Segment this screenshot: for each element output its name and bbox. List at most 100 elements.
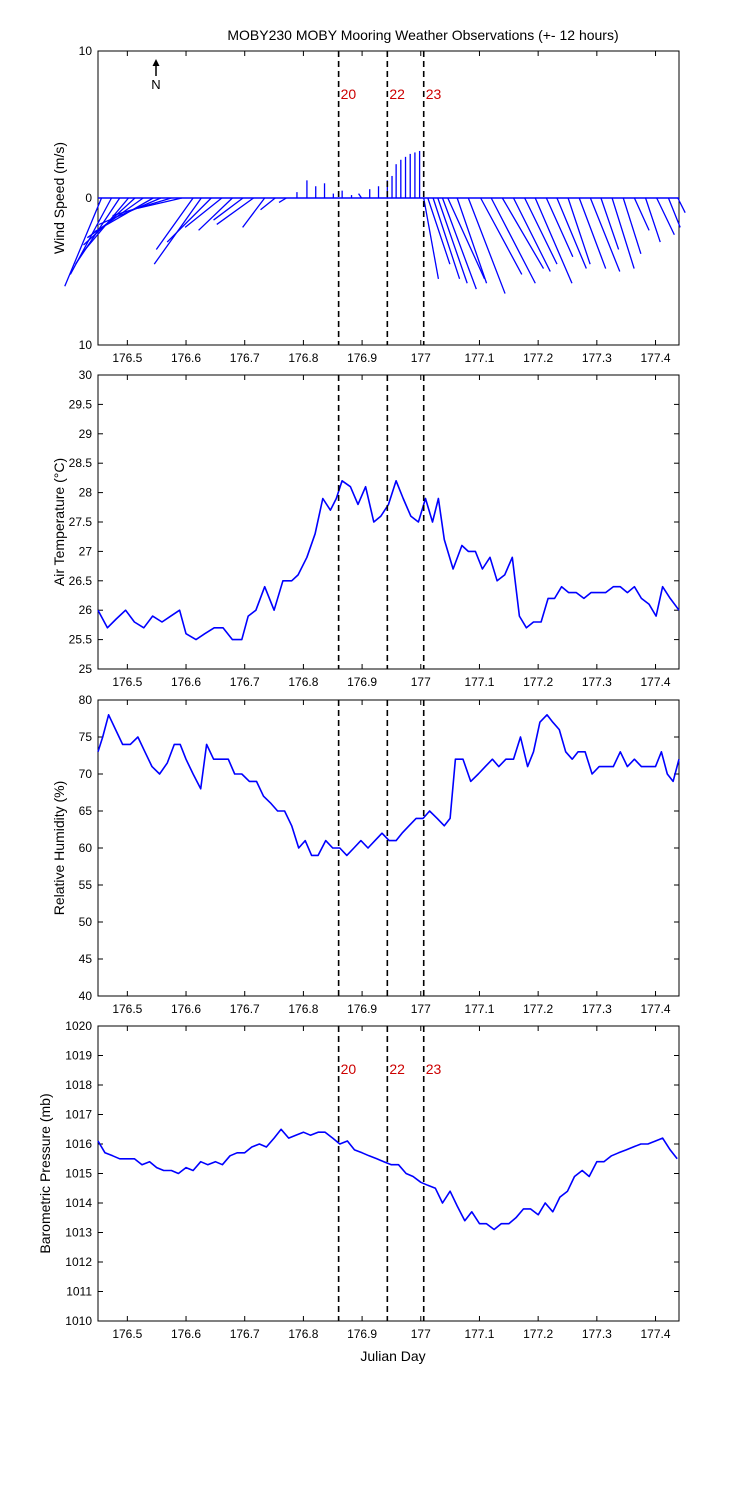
wind-vector — [545, 197, 574, 258]
wind-vector — [184, 197, 223, 228]
x-tick-label: 177.2 — [523, 675, 553, 689]
x-tick-label: 177.4 — [641, 351, 671, 365]
x-tick-label: 176.7 — [230, 1002, 260, 1016]
wind-vector — [441, 197, 477, 290]
x-tick-label: 177.2 — [523, 351, 553, 365]
y-tick-label: 1014 — [65, 1196, 92, 1210]
x-tick-label: 176.7 — [230, 675, 260, 689]
wind-vector — [432, 197, 461, 280]
x-tick-label: 177.4 — [641, 1327, 671, 1341]
y-tick-label: 25.5 — [69, 633, 93, 647]
x-tick-label: 177.1 — [464, 675, 494, 689]
y-axis-label: Barometric Pressure (mb) — [37, 1093, 53, 1253]
north-arrowhead-icon — [152, 59, 160, 66]
y-tick-label: 50 — [79, 915, 93, 929]
y-tick-label: 1011 — [66, 1285, 92, 1299]
y-tick-label: 1020 — [65, 1019, 92, 1033]
y-tick-label: 29 — [79, 427, 93, 441]
y-tick-label: 75 — [79, 730, 93, 744]
x-tick-label: 177.1 — [464, 1002, 494, 1016]
wind-vector — [358, 193, 363, 199]
event-marker-label: 20 — [341, 1061, 357, 1077]
x-tick-label: 177.3 — [582, 1327, 612, 1341]
wind-vector — [437, 197, 468, 284]
x-tick-label: 176.5 — [112, 351, 142, 365]
x-tick-label: 176.6 — [171, 1327, 201, 1341]
x-tick-label: 177.1 — [464, 1327, 494, 1341]
wind-vector — [198, 197, 233, 231]
panel-wind-speed: 176.5 176.6 176.7 176.8 176.9 177 177.1 177.2 17… — [51, 44, 686, 365]
y-tick-label: 1012 — [65, 1255, 92, 1269]
event-marker-label: 22 — [389, 86, 405, 102]
north-indicator: N — [151, 59, 161, 92]
wind-vector — [242, 197, 266, 228]
x-tick-label: 176.9 — [347, 675, 377, 689]
y-tick-label: 45 — [79, 952, 93, 966]
wind-vector — [534, 197, 573, 284]
x-tick-label: 177.3 — [582, 1002, 612, 1016]
x-tick-label: 177 — [411, 1327, 431, 1341]
x-tick-label: 177 — [411, 675, 431, 689]
wind-vector — [611, 197, 635, 269]
wind-vector — [467, 197, 506, 294]
y-tick-label: 1018 — [65, 1078, 92, 1092]
y-tick-label: 70 — [79, 767, 93, 781]
x-axis-label: Julian Day — [360, 1348, 425, 1364]
y-tick-label: 1019 — [65, 1049, 92, 1063]
y-tick-label: 40 — [79, 989, 93, 1003]
wind-vector — [447, 197, 486, 280]
wind-vector — [524, 197, 558, 265]
y-tick-label: 80 — [79, 693, 93, 707]
x-tick-label: 176.9 — [347, 1327, 377, 1341]
y-tick-label: 0 — [85, 191, 92, 205]
event-marker-label: 23 — [426, 86, 442, 102]
x-tick-label: 176.9 — [347, 1002, 377, 1016]
x-tick-label: 176.6 — [171, 351, 201, 365]
y-tick-label: 28.5 — [69, 456, 93, 470]
x-tick-label: 176.8 — [288, 675, 318, 689]
x-tick-label: 176.6 — [171, 1002, 201, 1016]
event-marker-label: 22 — [389, 1061, 405, 1077]
wind-vector — [512, 197, 551, 272]
north-label: N — [151, 77, 160, 92]
y-tick-label: 60 — [79, 841, 93, 855]
y-tick-label: 27.5 — [69, 515, 93, 529]
x-tick-label: 177 — [411, 351, 431, 365]
panel-barometric-pressure: 176.5 176.6 176.7 176.8 176.9 177 177.1 177.2 17… — [37, 1019, 680, 1341]
wind-vector — [155, 197, 194, 250]
panel-relative-humidity: 176.5 176.6 176.7 176.8 176.9 177 177.1 177.2 17… — [51, 693, 680, 1016]
x-tick-label: 176.5 — [112, 675, 142, 689]
wind-vector — [656, 197, 675, 236]
wind-vector — [490, 197, 536, 284]
y-tick-label: 29.5 — [69, 397, 93, 411]
wind-vector — [278, 197, 287, 203]
y-axis-label: Air Temperature (°C) — [51, 458, 67, 586]
series-line — [97, 1128, 678, 1231]
x-tick-label: 176.7 — [230, 351, 260, 365]
x-tick-label: 176.5 — [112, 1327, 142, 1341]
y-tick-label: 1015 — [65, 1167, 92, 1181]
wind-vector — [456, 197, 488, 284]
x-tick-label: 177.4 — [641, 1002, 671, 1016]
y-tick-label: 1016 — [65, 1137, 92, 1151]
y-tick-label: 26 — [79, 603, 93, 617]
y-tick-label: 30 — [79, 368, 93, 382]
x-tick-label: 177.2 — [523, 1002, 553, 1016]
panel-air-temperature: 176.5 176.6 176.7 176.8 176.9 177 177.1 177.2 17… — [51, 368, 680, 689]
wind-vector — [501, 197, 545, 269]
wind-vector — [644, 197, 661, 243]
x-tick-label: 177.2 — [523, 1327, 553, 1341]
x-tick-label: 176.7 — [230, 1327, 260, 1341]
y-tick-label: 10 — [79, 338, 93, 352]
wind-vector — [213, 197, 244, 221]
x-tick-label: 176.8 — [288, 351, 318, 365]
x-tick-label: 177.1 — [464, 351, 494, 365]
wind-vector — [260, 197, 276, 211]
wind-vector — [667, 197, 681, 228]
wind-vector — [567, 197, 591, 265]
y-tick-label: 10 — [79, 44, 93, 58]
wind-vector — [64, 197, 103, 287]
event-marker-label: 23 — [426, 1061, 442, 1077]
wind-vector — [633, 197, 650, 231]
